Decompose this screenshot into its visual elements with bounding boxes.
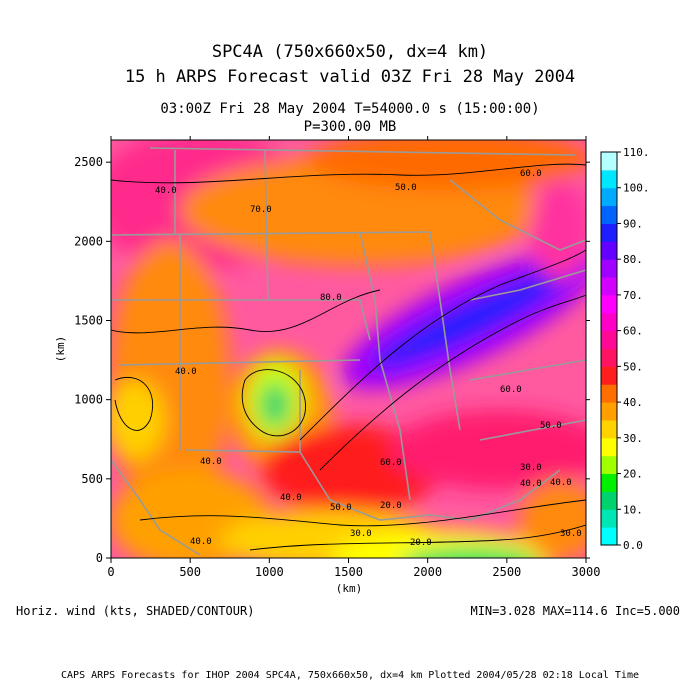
- colorbar-swatch: [601, 527, 617, 546]
- colorbar-label: 20.: [623, 468, 643, 481]
- colorbar-swatch: [601, 419, 617, 439]
- colorbar-swatch: [601, 277, 617, 296]
- colorbar-swatch: [601, 187, 617, 207]
- contour-label: 60.0: [500, 385, 522, 395]
- contour-label: 30.0: [350, 529, 372, 539]
- x-tick-label: 500: [179, 565, 201, 579]
- contour-label: 50.0: [395, 183, 417, 193]
- colorbar-label: 70.: [623, 289, 643, 302]
- contour-label: 50.0: [330, 503, 352, 513]
- colorbar-label: 50.: [623, 360, 643, 373]
- field-description: Horiz. wind (kts, SHADED/CONTOUR): [16, 604, 255, 618]
- colorbar-label: 10.: [623, 503, 643, 516]
- field-stats: MIN=3.028 MAX=114.6 Inc=5.000: [470, 604, 680, 618]
- colorbar-swatch: [601, 294, 617, 314]
- contour-label: 40.0: [175, 367, 197, 377]
- contour-label: 70.0: [250, 205, 272, 215]
- x-axis-label: (km): [336, 582, 363, 595]
- contour-label: 60.0: [520, 169, 542, 179]
- contour-label: 40.0: [280, 493, 302, 503]
- pressure-level-label: P=300.00 MB: [303, 119, 397, 135]
- colorbar-swatch: [601, 312, 617, 332]
- contour-label: 80.0: [320, 293, 342, 303]
- contour-label: 40.0: [200, 457, 222, 467]
- contour-label: 50.0: [540, 421, 562, 431]
- wind-speed-shading: [111, 140, 586, 558]
- colorbar-label: 110.: [623, 146, 650, 159]
- colorbar-swatch: [601, 241, 617, 260]
- contour-label: 40.0: [550, 478, 572, 488]
- contour-label: 40.0: [155, 186, 177, 196]
- x-tick-label: 2000: [413, 565, 442, 579]
- colorbar-frame: [600, 151, 618, 546]
- contour-label: 20.0: [410, 538, 432, 548]
- colorbar-label: 60.: [623, 325, 643, 338]
- colorbar-label: 90.: [623, 217, 643, 230]
- colorbar-swatch: [601, 437, 617, 457]
- chart-subtitle: 15 h ARPS Forecast valid 03Z Fri 28 May …: [124, 67, 576, 87]
- colorbar: 0.0 10. 20. 30. 40. 50. 60. 70. 80. 90. 100. 110.: [600, 146, 650, 552]
- y-tick-label: 1500: [74, 314, 103, 328]
- y-tick-label: 0: [96, 551, 103, 565]
- x-tick-label: 2500: [492, 565, 521, 579]
- y-axis: 0 500 1000 1500 2000 2500: [74, 155, 590, 565]
- colorbar-swatch: [601, 509, 617, 528]
- y-tick-label: 1000: [74, 393, 103, 407]
- colorbar-label: 100.: [623, 182, 650, 195]
- contour-label: 20.0: [380, 501, 402, 511]
- contour-label: 30.0: [560, 529, 582, 539]
- x-tick-label: 1500: [334, 565, 363, 579]
- y-axis-label: (km): [54, 336, 67, 363]
- x-tick-label: 1000: [255, 565, 284, 579]
- contour-labels: 40.0 50.0 60.0 70.0 80.0 40.0 40.0 40.0 30.0 20.0…: [155, 169, 582, 548]
- colorbar-swatch: [601, 259, 617, 278]
- colorbar-swatch: [601, 169, 617, 189]
- colorbar-swatch: [601, 455, 617, 475]
- colorbar-label: 30.: [623, 432, 643, 445]
- y-tick-label: 2000: [74, 234, 103, 248]
- y-tick-label: 2500: [74, 155, 103, 169]
- x-axis: 0 500 1000 1500 2000 2500 3000: [107, 136, 600, 579]
- colorbar-swatch: [601, 491, 617, 510]
- contour-label: 60.0: [380, 458, 402, 468]
- contour-label: 40.0: [520, 479, 542, 489]
- x-tick-label: 0: [107, 565, 114, 579]
- colorbar-label: 40.: [623, 396, 643, 409]
- colorbar-swatch: [601, 348, 617, 367]
- colorbar-swatch: [601, 223, 617, 242]
- colorbar-label: 0.0: [623, 539, 643, 552]
- colorbar-swatch: [601, 473, 617, 492]
- contour-label: 40.0: [190, 537, 212, 547]
- colorbar-swatch: [601, 205, 617, 224]
- colorbar-swatch: [601, 384, 617, 403]
- y-tick-label: 500: [81, 472, 103, 486]
- colorbar-swatch: [601, 330, 617, 349]
- colorbar-swatch: [601, 366, 617, 385]
- x-tick-label: 3000: [572, 565, 601, 579]
- colorbar-label: 80.: [623, 253, 643, 266]
- contour-label: 30.0: [520, 463, 542, 473]
- footer-credit: CAPS ARPS Forecasts for IHOP 2004 SPC4A,…: [61, 670, 639, 681]
- colorbar-swatch: [601, 152, 617, 171]
- valid-time-label: 03:00Z Fri 28 May 2004 T=54000.0 s (15:0…: [160, 101, 540, 117]
- chart-title: SPC4A (750x660x50, dx=4 km): [211, 42, 489, 62]
- colorbar-swatch: [601, 402, 617, 421]
